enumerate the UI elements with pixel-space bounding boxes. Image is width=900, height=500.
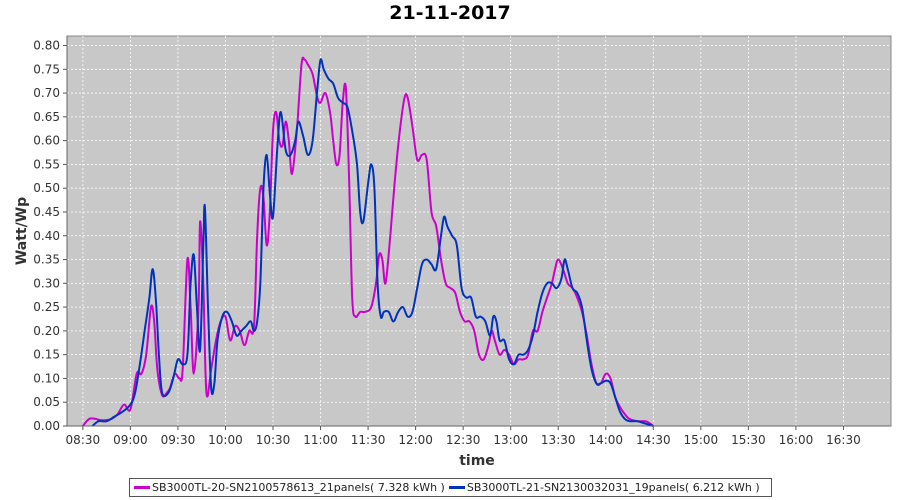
series-line-1: [82, 56, 654, 427]
x-tick-label: 10:30: [256, 433, 291, 447]
y-axis-ticks: 0.00 0.05 0.10 0.15 0.20 0.25 0.30 0.35 0.40 0.45…: [33, 39, 67, 433]
y-tick-label: 0.30: [33, 276, 60, 290]
y-tick-label: 0.15: [33, 348, 60, 362]
x-axis-ticks: 08:30 09:00 09:30 10:00 10:30 11:00 11:30 12:00…: [66, 426, 861, 447]
legend-label-1: SB3000TL-20-SN2100578613_21panels( 7.328…: [152, 481, 445, 494]
y-tick-label: 0.55: [33, 157, 60, 171]
y-tick-label: 0.20: [33, 324, 60, 338]
x-tick-label: 13:00: [493, 433, 528, 447]
line-chart: 08:30 09:00 09:30 10:00 10:30 11:00 11:30 12:00…: [14, 35, 892, 469]
x-tick-label: 12:00: [398, 433, 433, 447]
y-tick-label: 0.50: [33, 181, 60, 195]
legend-swatch-magenta: [134, 486, 150, 489]
y-axis-label: Watt/Wp: [14, 197, 30, 265]
y-tick-label: 0.70: [33, 86, 60, 100]
x-tick-label: 14:30: [636, 433, 671, 447]
y-tick-label: 0.65: [33, 110, 60, 124]
y-tick-label: 0.35: [33, 253, 60, 267]
y-tick-label: 0.00: [33, 419, 60, 433]
legend-label-2: SB3000TL-21-SN2130032031_19panels( 6.212…: [466, 481, 760, 494]
x-tick-label: 08:30: [66, 433, 101, 447]
x-tick-label: 15:30: [731, 433, 766, 447]
x-tick-label: 11:30: [351, 433, 386, 447]
x-axis-label: time: [459, 453, 495, 469]
x-tick-label: 16:30: [826, 433, 861, 447]
legend-item-1: SB3000TL-20-SN2100578613_21panels( 7.328…: [134, 481, 445, 494]
y-tick-label: 0.40: [33, 229, 60, 243]
chart-title: 21-11-2017: [389, 2, 511, 24]
y-tick-label: 0.60: [33, 134, 60, 148]
x-tick-label: 16:00: [779, 433, 814, 447]
legend-item-2: SB3000TL-21-SN2130032031_19panels( 6.212…: [448, 481, 760, 494]
x-tick-label: 12:30: [446, 433, 481, 447]
plot-area: [66, 35, 892, 427]
x-tick-label: 11:00: [303, 433, 338, 447]
y-tick-label: 0.75: [33, 62, 60, 76]
legend: SB3000TL-20-SN2100578613_21panels( 7.328…: [129, 478, 772, 497]
x-tick-label: 13:30: [541, 433, 576, 447]
x-tick-label: 10:00: [208, 433, 243, 447]
x-tick-label: 09:00: [113, 433, 148, 447]
legend-swatch-blue: [448, 486, 465, 489]
y-tick-label: 0.45: [33, 205, 60, 219]
series-lines: [82, 56, 654, 427]
x-tick-label: 09:30: [161, 433, 196, 447]
y-tick-label: 0.80: [33, 39, 60, 53]
x-tick-label: 14:00: [588, 433, 623, 447]
y-tick-label: 0.25: [33, 300, 60, 314]
x-tick-label: 15:00: [684, 433, 719, 447]
y-tick-label: 0.05: [33, 395, 60, 409]
y-tick-label: 0.10: [33, 371, 60, 385]
series-line-2: [91, 58, 654, 427]
